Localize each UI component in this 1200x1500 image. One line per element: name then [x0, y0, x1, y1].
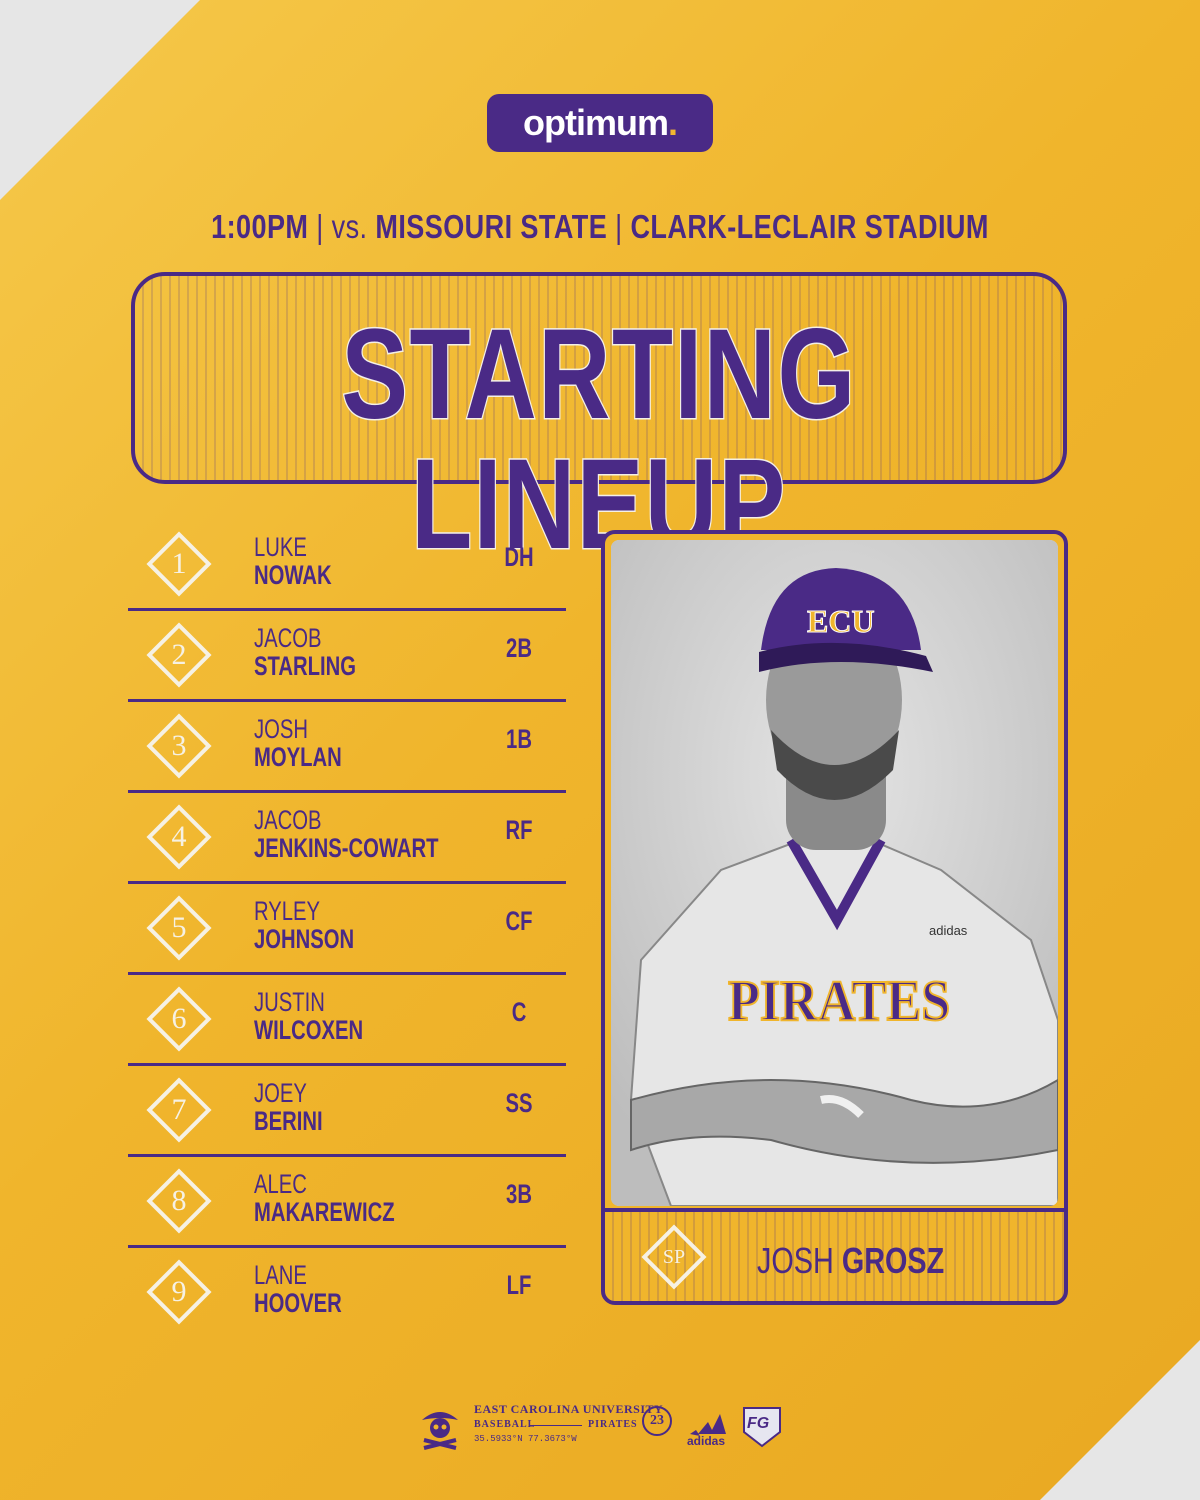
position: CF: [505, 906, 533, 936]
opponent: MISSOURI STATE: [367, 208, 608, 245]
separator: |: [607, 208, 631, 245]
base-diamond-icon: 4: [146, 804, 212, 870]
batting-order: 6: [171, 1002, 187, 1035]
last-name: BERINI: [254, 1106, 323, 1136]
sponsor-logo: optimum.: [487, 94, 713, 152]
batting-order: 7: [171, 1093, 187, 1126]
first-name: LUKE: [254, 532, 307, 562]
lineup-row: 5 RYLEY JOHNSON CF: [128, 884, 566, 975]
first-name: JOEY: [254, 1078, 307, 1108]
base-diamond-icon: SP: [641, 1224, 707, 1290]
separator: |: [308, 208, 332, 245]
batting-order: 8: [171, 1184, 187, 1217]
player-portrait-illustration: ECU PIRATES adidas: [611, 540, 1058, 1206]
game-info: 1:00PM | vs. MISSOURI STATE | CLARK-LECL…: [108, 208, 1092, 246]
lineup-row: 2 JACOB STARLING 2B: [128, 611, 566, 702]
first-name: JACOB: [254, 805, 322, 835]
pitcher-photo: ECU PIRATES adidas: [611, 540, 1058, 1206]
starting-pitcher-card: ECU PIRATES adidas SP JOSH GROSZ: [601, 530, 1068, 1305]
batting-order: 5: [171, 911, 187, 944]
last-name: JOHNSON: [254, 924, 355, 954]
pitcher-last-name: GROSZ: [841, 1240, 945, 1281]
base-diamond-icon: 3: [146, 713, 212, 779]
lineup-row: 1 LUKE NOWAK DH: [128, 520, 566, 611]
last-name: JENKINS-COWART: [254, 833, 439, 863]
corner-accent-bottom-right: [1040, 1340, 1200, 1500]
last-name: WILCOXEN: [254, 1015, 364, 1045]
jersey-text: PIRATES: [728, 968, 950, 1032]
cap-logo-text: ECU: [807, 603, 875, 639]
lineup-row: 9 LANE HOOVER LF: [128, 1248, 566, 1339]
venue: CLARK-LECLAIR STADIUM: [630, 208, 989, 245]
first-name: ALEC: [254, 1169, 307, 1199]
first-name: LANE: [254, 1260, 307, 1290]
base-diamond-icon: 6: [146, 986, 212, 1052]
corner-accent-top-left: [0, 0, 200, 200]
position: SS: [505, 1088, 533, 1118]
lineup-list: 1 LUKE NOWAK DH 2 JACOB STARLING 2B 3 JOSH MOYLA…: [128, 520, 566, 1339]
position: LF: [506, 1270, 532, 1300]
lineup-row: 7 JOEY BERINI SS: [128, 1066, 566, 1157]
pitcher-name: JOSH GROSZ: [757, 1240, 944, 1282]
versus: vs.: [331, 208, 368, 245]
last-name: MOYLAN: [254, 742, 342, 772]
pitcher-position: SP: [662, 1246, 686, 1268]
base-diamond-icon: 1: [146, 531, 212, 597]
last-name: MAKAREWICZ: [254, 1197, 395, 1227]
position: 1B: [506, 724, 532, 754]
base-diamond-icon: 2: [146, 622, 212, 688]
pitcher-nameplate: SP JOSH GROSZ: [605, 1208, 1064, 1301]
batting-order: 3: [171, 729, 187, 762]
first-name: JUSTIN: [254, 987, 325, 1017]
base-diamond-icon: 9: [146, 1259, 212, 1325]
lineup-row: 6 JUSTIN WILCOXEN C: [128, 975, 566, 1066]
base-diamond-icon: 7: [146, 1077, 212, 1143]
batting-order: 1: [171, 547, 187, 580]
base-diamond-icon: 5: [146, 895, 212, 961]
game-time: 1:00PM: [211, 208, 309, 245]
first-name: JOSH: [254, 714, 309, 744]
batting-order: 4: [171, 820, 187, 853]
base-diamond-icon: 8: [146, 1168, 212, 1234]
position: RF: [505, 815, 533, 845]
last-name: STARLING: [254, 651, 356, 681]
jersey-brand: adidas: [929, 923, 968, 938]
position: 2B: [506, 633, 532, 663]
position: 3B: [506, 1179, 532, 1209]
batting-order: 9: [171, 1275, 187, 1308]
pitcher-first-name: JOSH: [757, 1240, 842, 1281]
last-name: NOWAK: [254, 560, 332, 590]
last-name: HOOVER: [254, 1288, 342, 1318]
position: DH: [504, 542, 534, 572]
first-name: JACOB: [254, 623, 322, 653]
lineup-row: 8 ALEC MAKAREWICZ 3B: [128, 1157, 566, 1248]
position: C: [511, 997, 527, 1027]
title-panel: STARTING LINEUP: [131, 272, 1067, 571]
sponsor-name: optimum: [523, 102, 669, 143]
sponsor-dot: .: [667, 102, 678, 143]
lineup-row: 3 JOSH MOYLAN 1B: [128, 702, 566, 793]
first-name: RYLEY: [254, 896, 321, 926]
batting-order: 2: [171, 638, 187, 671]
lineup-row: 4 JACOB JENKINS-COWART RF: [128, 793, 566, 884]
